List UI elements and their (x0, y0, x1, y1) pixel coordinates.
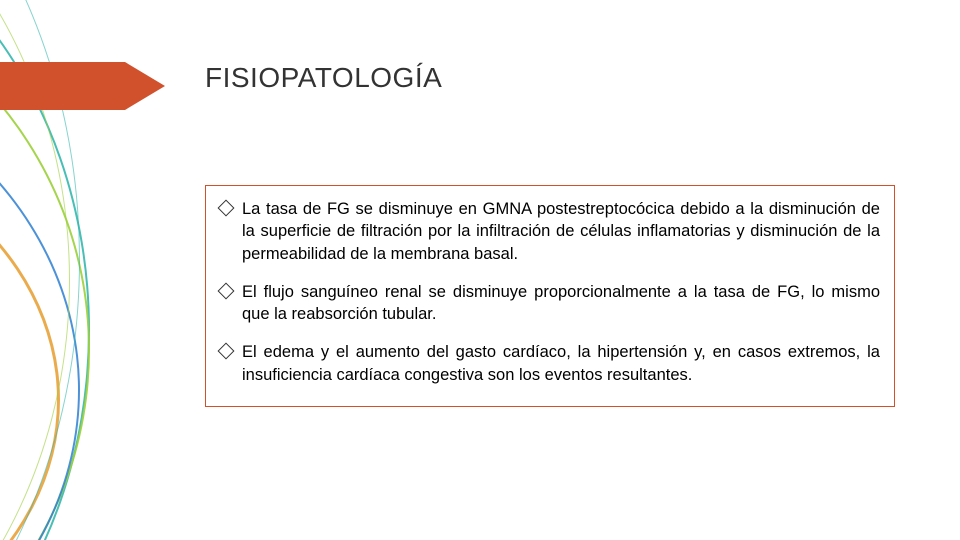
diamond-bullet-icon (218, 200, 235, 217)
slide: FISIOPATOLOGÍA La tasa de FG se disminuy… (0, 0, 960, 540)
title-accent-bar (0, 62, 165, 110)
diamond-bullet-icon (218, 343, 235, 360)
bullet-text: El edema y el aumento del gasto cardíaco… (242, 341, 880, 386)
title-accent-arrow (125, 62, 165, 110)
slide-title: FISIOPATOLOGÍA (205, 62, 442, 94)
content-box: La tasa de FG se disminuye en GMNA poste… (205, 185, 895, 407)
bullet-item: La tasa de FG se disminuye en GMNA poste… (220, 198, 880, 265)
bullet-item: El flujo sanguíneo renal se disminuye pr… (220, 281, 880, 326)
title-accent-rect (0, 62, 125, 110)
bullet-text: El flujo sanguíneo renal se disminuye pr… (242, 281, 880, 326)
bullet-item: El edema y el aumento del gasto cardíaco… (220, 341, 880, 386)
diamond-bullet-icon (218, 282, 235, 299)
bullet-text: La tasa de FG se disminuye en GMNA poste… (242, 198, 880, 265)
